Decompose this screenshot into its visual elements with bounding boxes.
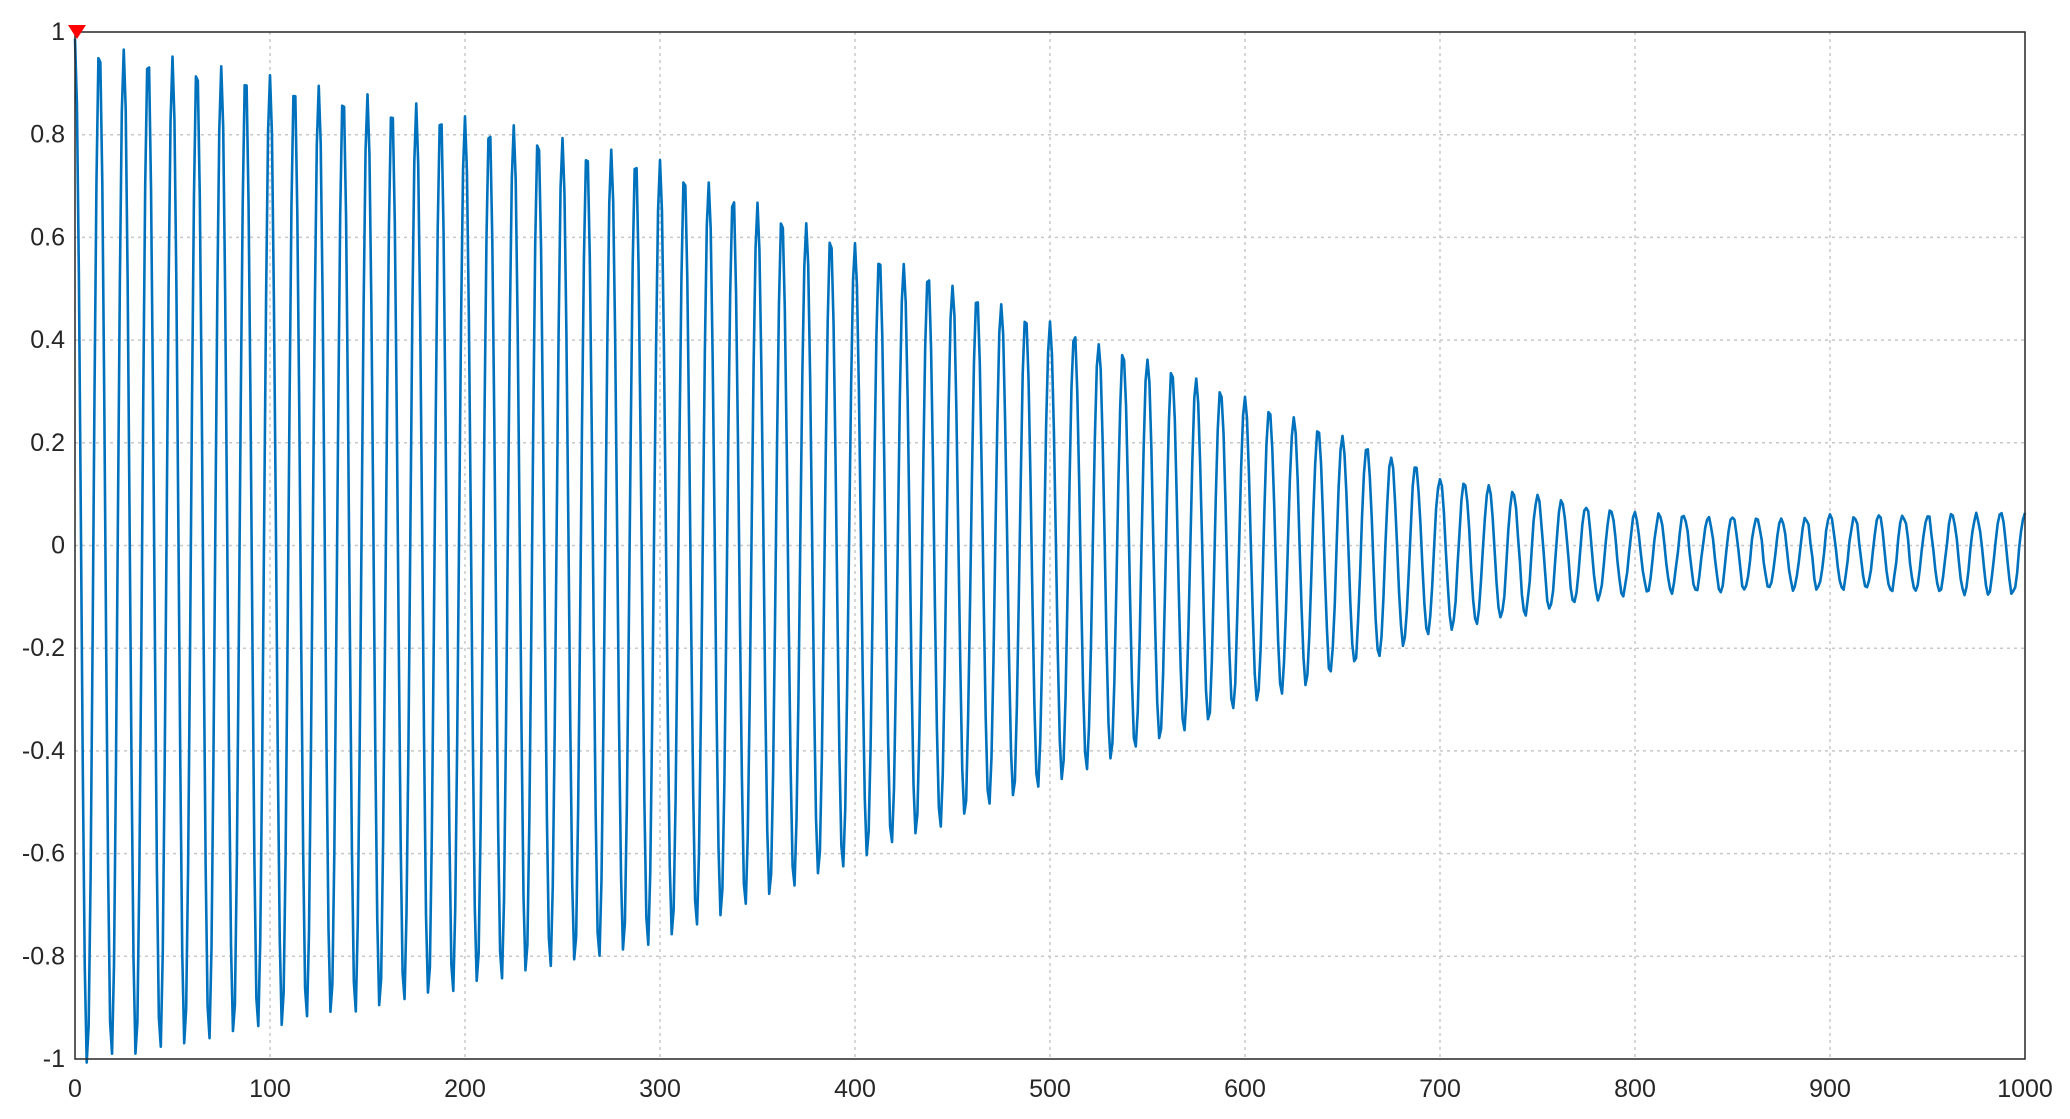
- y-tick-label: 0.8: [30, 121, 65, 149]
- x-tick-label: 400: [834, 1075, 876, 1103]
- x-tick-label: 900: [1809, 1075, 1851, 1103]
- y-tick-label: -0.2: [22, 634, 65, 662]
- y-tick-label: 0.2: [30, 429, 65, 457]
- y-tick-label: -0.6: [22, 840, 65, 868]
- peak-marker: [67, 25, 86, 39]
- y-tick-label: 0.4: [30, 326, 65, 354]
- y-tick-label: -0.4: [22, 737, 65, 765]
- x-tick-label: 300: [639, 1075, 681, 1103]
- x-tick-label: 600: [1224, 1075, 1266, 1103]
- x-tick-label: 0: [68, 1075, 82, 1103]
- plot-frame: [74, 31, 2026, 1060]
- y-axis-ticks: 1 0.8 0.6 0.4 0.2 0 -0.2 -0.4 -0.6 -0.8 -1: [22, 18, 65, 1073]
- y-tick-label: 0: [51, 532, 65, 560]
- y-tick-label: -1: [43, 1045, 65, 1073]
- x-tick-label: 200: [444, 1075, 486, 1103]
- x-tick-label: 800: [1614, 1075, 1656, 1103]
- x-axis-ticks: 0 100 200 300 400 500 600 700 800 900 1000: [68, 1075, 2053, 1103]
- x-tick-label: 100: [249, 1075, 291, 1103]
- grid: [75, 32, 2025, 1059]
- x-tick-label: 500: [1029, 1075, 1071, 1103]
- x-tick-label: 700: [1419, 1075, 1461, 1103]
- markers: [67, 25, 86, 39]
- x-tick-label: 1000: [1997, 1075, 2053, 1103]
- series-line: [73, 38, 2027, 1064]
- y-tick-label: 0.6: [30, 223, 65, 251]
- y-tick-label: -0.8: [22, 942, 65, 970]
- series: [73, 38, 2027, 1064]
- y-tick-label: 1: [51, 18, 65, 46]
